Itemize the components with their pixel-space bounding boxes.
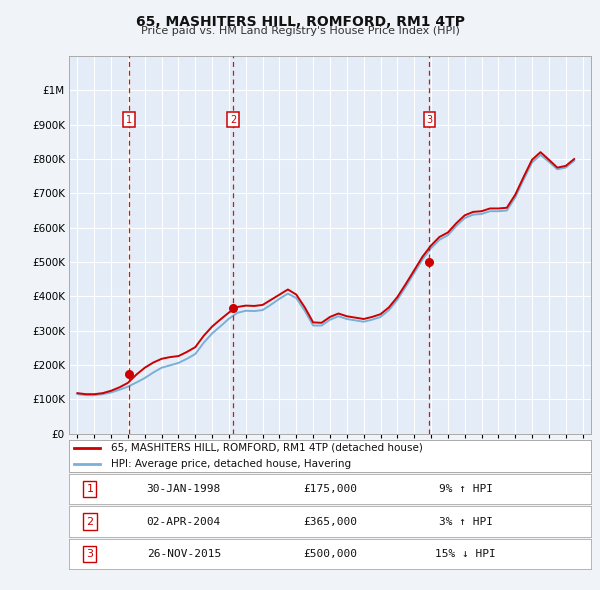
Text: £365,000: £365,000 [303,517,357,526]
Text: 30-JAN-1998: 30-JAN-1998 [147,484,221,494]
Text: Price paid vs. HM Land Registry's House Price Index (HPI): Price paid vs. HM Land Registry's House … [140,26,460,36]
Text: 15% ↓ HPI: 15% ↓ HPI [436,549,496,559]
Text: 26-NOV-2015: 26-NOV-2015 [147,549,221,559]
Text: 02-APR-2004: 02-APR-2004 [147,517,221,526]
Text: 1: 1 [126,114,133,124]
Text: £175,000: £175,000 [303,484,357,494]
Text: 3% ↑ HPI: 3% ↑ HPI [439,517,493,526]
Text: 1: 1 [86,484,94,494]
Text: £500,000: £500,000 [303,549,357,559]
Text: 65, MASHITERS HILL, ROMFORD, RM1 4TP (detached house): 65, MASHITERS HILL, ROMFORD, RM1 4TP (de… [111,442,422,453]
Text: 3: 3 [426,114,433,124]
Text: 2: 2 [230,114,236,124]
Text: HPI: Average price, detached house, Havering: HPI: Average price, detached house, Have… [111,459,351,469]
Text: 65, MASHITERS HILL, ROMFORD, RM1 4TP: 65, MASHITERS HILL, ROMFORD, RM1 4TP [136,15,464,29]
Text: 3: 3 [86,549,94,559]
Text: 9% ↑ HPI: 9% ↑ HPI [439,484,493,494]
Text: 2: 2 [86,517,94,526]
